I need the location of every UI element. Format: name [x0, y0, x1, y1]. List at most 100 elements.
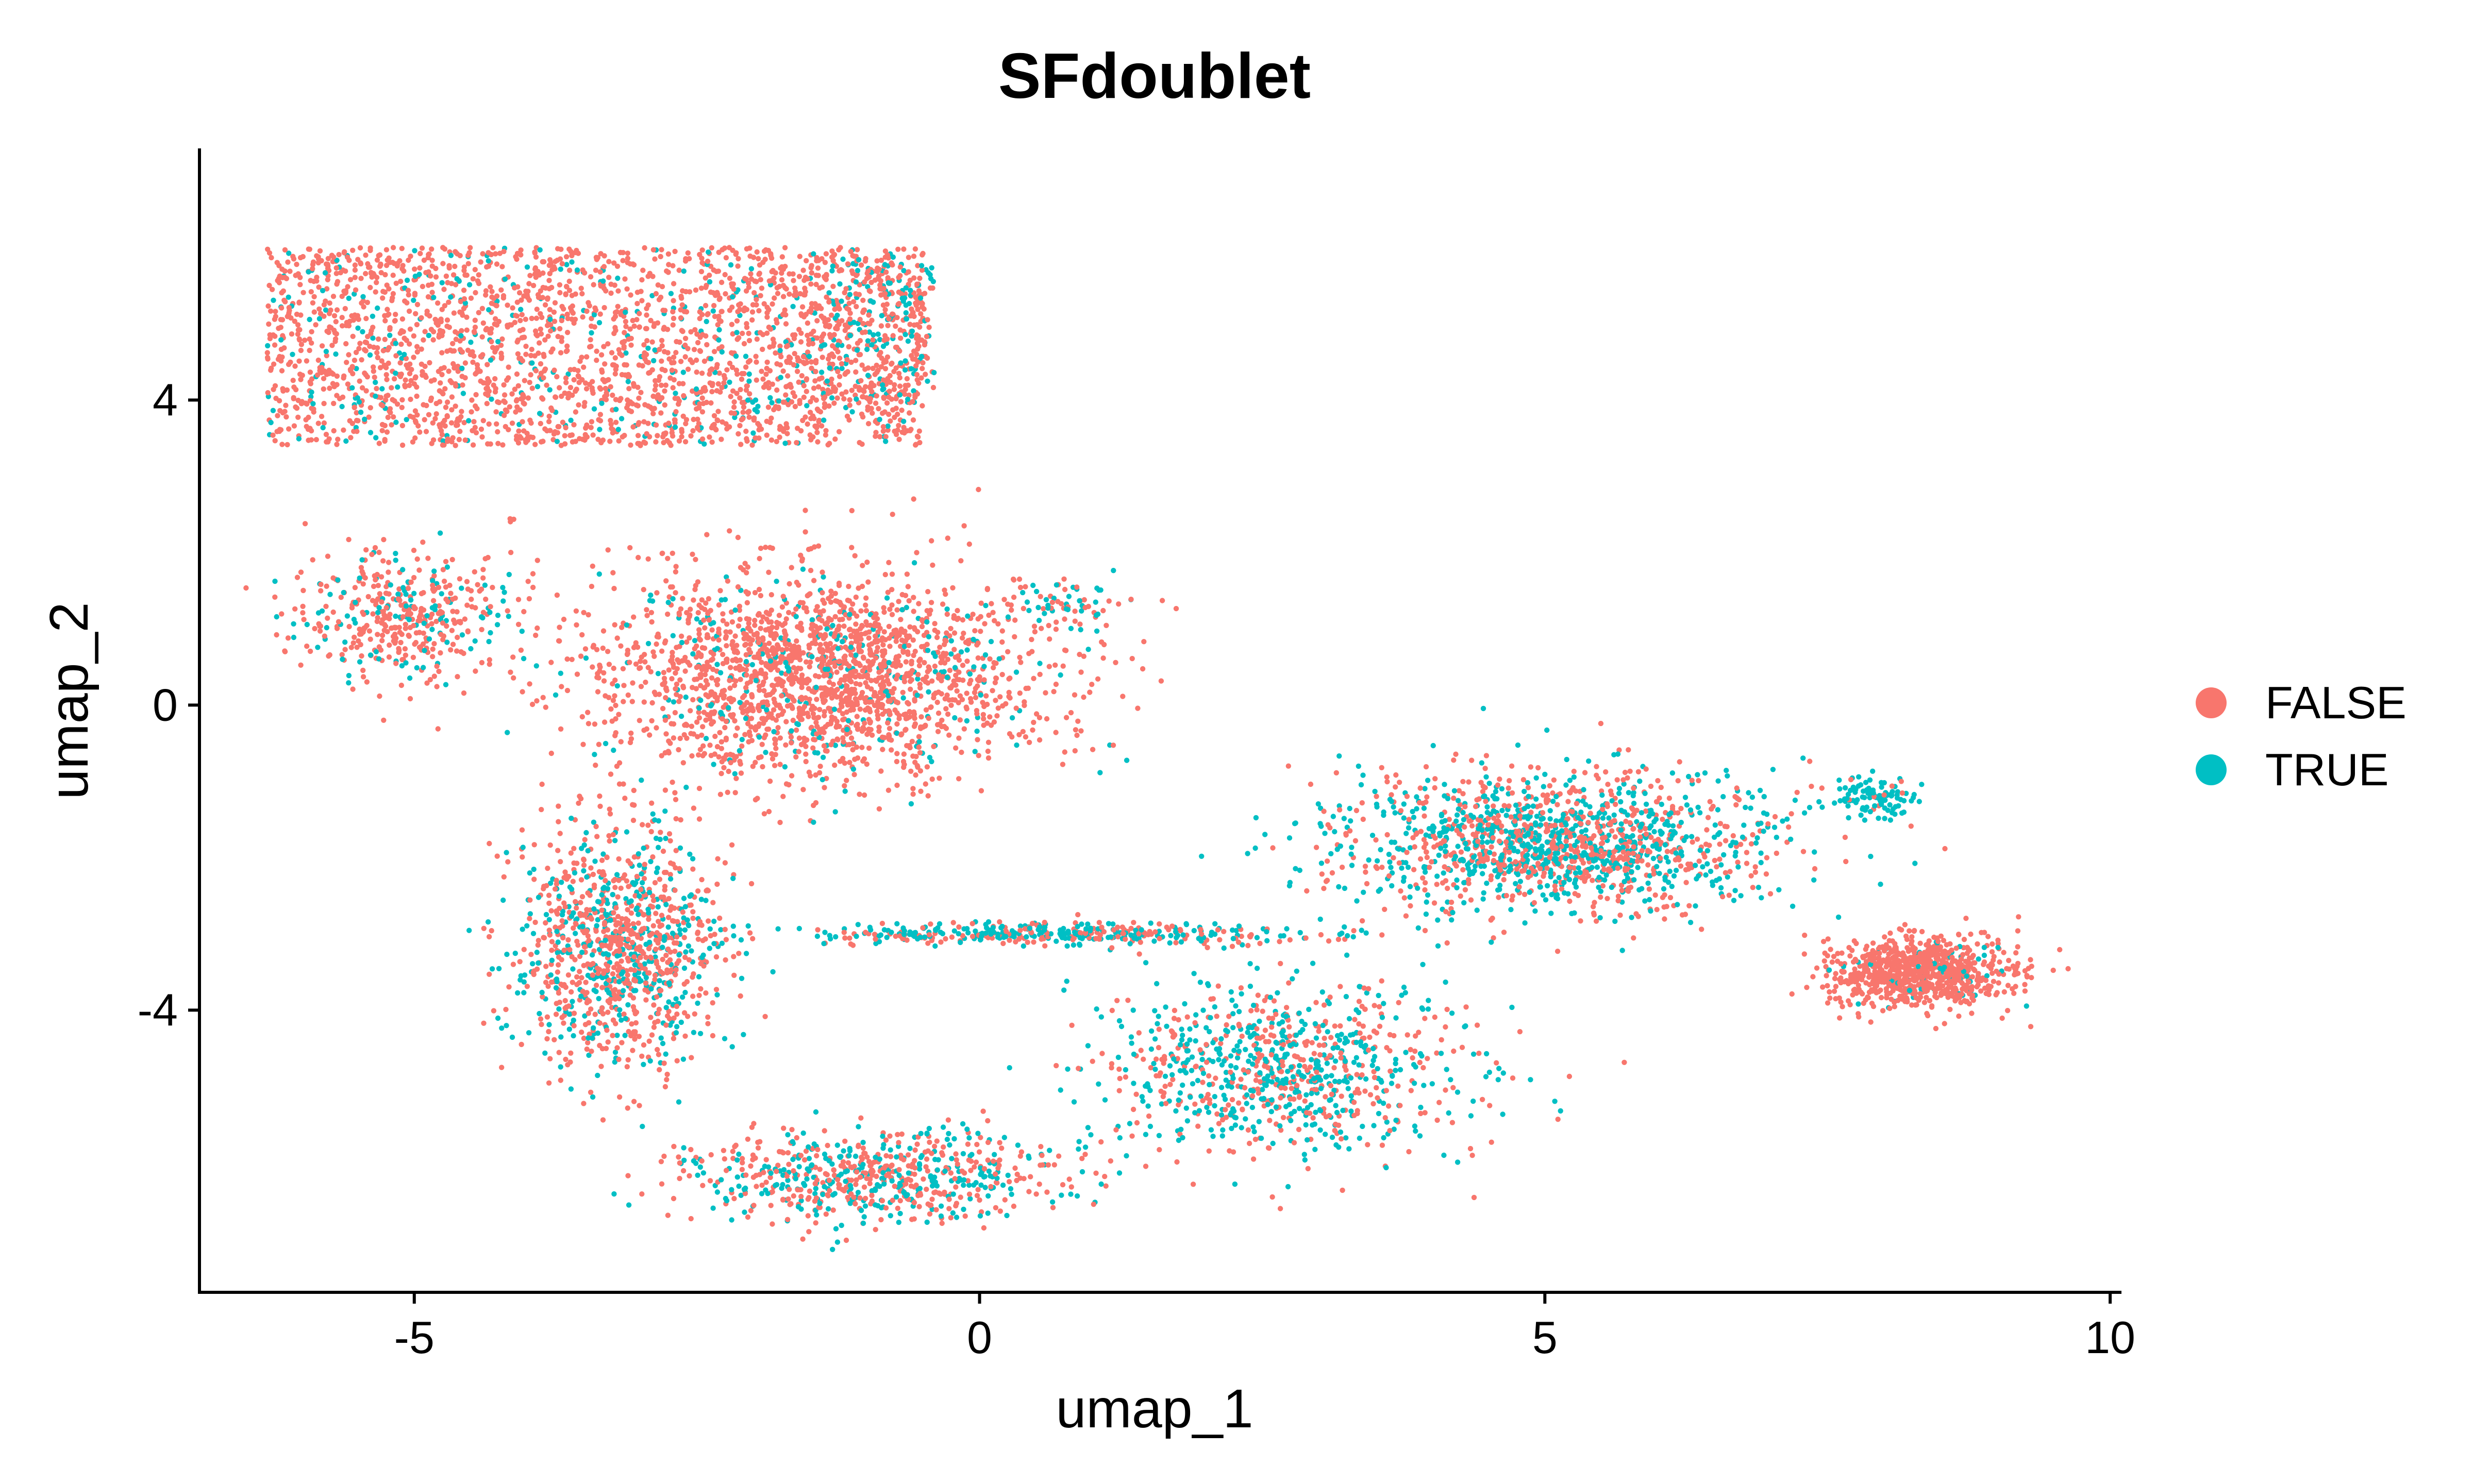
- point-false: [682, 439, 689, 445]
- point-true: [1199, 853, 1205, 859]
- point-false: [1146, 1113, 1152, 1119]
- point-false: [1087, 689, 1093, 695]
- point-false: [671, 1143, 677, 1150]
- point-false: [709, 439, 715, 445]
- point-true: [1669, 884, 1675, 889]
- point-false: [793, 727, 799, 733]
- point-false: [737, 616, 743, 622]
- point-false: [1206, 1073, 1212, 1079]
- point-false: [417, 265, 423, 271]
- point-false: [639, 1191, 645, 1197]
- point-false: [1268, 1024, 1275, 1030]
- point-false: [962, 1213, 968, 1219]
- point-false: [285, 442, 290, 448]
- point-true: [1068, 1191, 1074, 1197]
- point-true: [769, 400, 775, 406]
- point-false: [476, 272, 481, 278]
- point-false: [645, 665, 651, 670]
- point-true: [1300, 1027, 1306, 1033]
- point-true: [1076, 1139, 1082, 1144]
- point-false: [1707, 799, 1713, 804]
- point-false: [1304, 888, 1310, 894]
- point-false: [895, 1205, 901, 1211]
- point-false: [603, 693, 608, 699]
- point-true: [1689, 834, 1695, 839]
- point-false: [670, 322, 676, 328]
- point-false: [798, 1193, 804, 1200]
- point-true: [1042, 611, 1047, 616]
- point-true: [842, 788, 848, 794]
- point-true: [1612, 918, 1618, 924]
- point-true: [494, 622, 500, 628]
- point-false: [506, 984, 512, 990]
- point-false: [574, 905, 579, 911]
- point-false: [1417, 785, 1423, 791]
- point-true: [1483, 1074, 1489, 1080]
- point-true: [553, 692, 559, 698]
- point-false: [580, 314, 586, 320]
- point-false: [1255, 992, 1261, 998]
- point-true: [1374, 858, 1380, 864]
- point-false: [1367, 1034, 1373, 1040]
- point-false: [830, 682, 837, 687]
- point-false: [654, 641, 659, 647]
- point-true: [1188, 1094, 1193, 1100]
- point-false: [1379, 978, 1384, 984]
- point-true: [694, 616, 700, 622]
- point-true: [1377, 886, 1383, 892]
- point-true: [1659, 830, 1665, 836]
- point-false: [616, 438, 622, 444]
- point-true: [1212, 1094, 1217, 1100]
- point-false: [1535, 765, 1541, 771]
- point-false: [896, 436, 902, 442]
- point-false: [282, 247, 288, 253]
- point-false: [700, 724, 706, 730]
- point-true: [1079, 1169, 1085, 1175]
- point-false: [1664, 849, 1670, 854]
- point-false: [509, 420, 515, 426]
- point-false: [1408, 1088, 1414, 1093]
- point-false: [384, 377, 390, 382]
- point-true: [459, 632, 465, 638]
- point-false: [298, 569, 304, 575]
- point-false: [951, 630, 958, 636]
- point-false: [999, 628, 1006, 634]
- point-false: [927, 1211, 933, 1217]
- point-false: [703, 692, 709, 698]
- point-true: [1500, 1111, 1506, 1117]
- point-true: [822, 930, 828, 935]
- point-false: [929, 538, 934, 544]
- point-false: [494, 261, 500, 267]
- point-false: [546, 413, 552, 419]
- point-false: [1379, 765, 1384, 771]
- point-false: [377, 693, 382, 699]
- point-false: [728, 665, 733, 670]
- point-true: [1421, 1083, 1427, 1088]
- point-true: [738, 937, 744, 943]
- point-false: [918, 714, 924, 720]
- point-false: [731, 404, 737, 410]
- point-false: [1075, 912, 1081, 918]
- point-false: [517, 317, 523, 324]
- point-false: [538, 326, 544, 332]
- point-false: [459, 374, 465, 379]
- point-false: [749, 1124, 755, 1130]
- point-false: [735, 534, 741, 541]
- point-false: [594, 834, 600, 839]
- point-false: [990, 688, 995, 694]
- point-false: [690, 915, 696, 921]
- point-false: [952, 1176, 958, 1182]
- point-false: [1675, 778, 1681, 784]
- point-false: [889, 612, 895, 617]
- point-true: [1148, 1028, 1155, 1034]
- point-false: [804, 258, 809, 264]
- point-false: [763, 1179, 769, 1185]
- point-true: [734, 1174, 741, 1180]
- point-false: [1100, 655, 1106, 661]
- point-true: [1325, 1029, 1330, 1035]
- point-false: [588, 425, 594, 430]
- point-false: [1116, 601, 1122, 607]
- point-false: [657, 876, 663, 882]
- point-false: [443, 273, 449, 279]
- point-false: [1469, 823, 1475, 829]
